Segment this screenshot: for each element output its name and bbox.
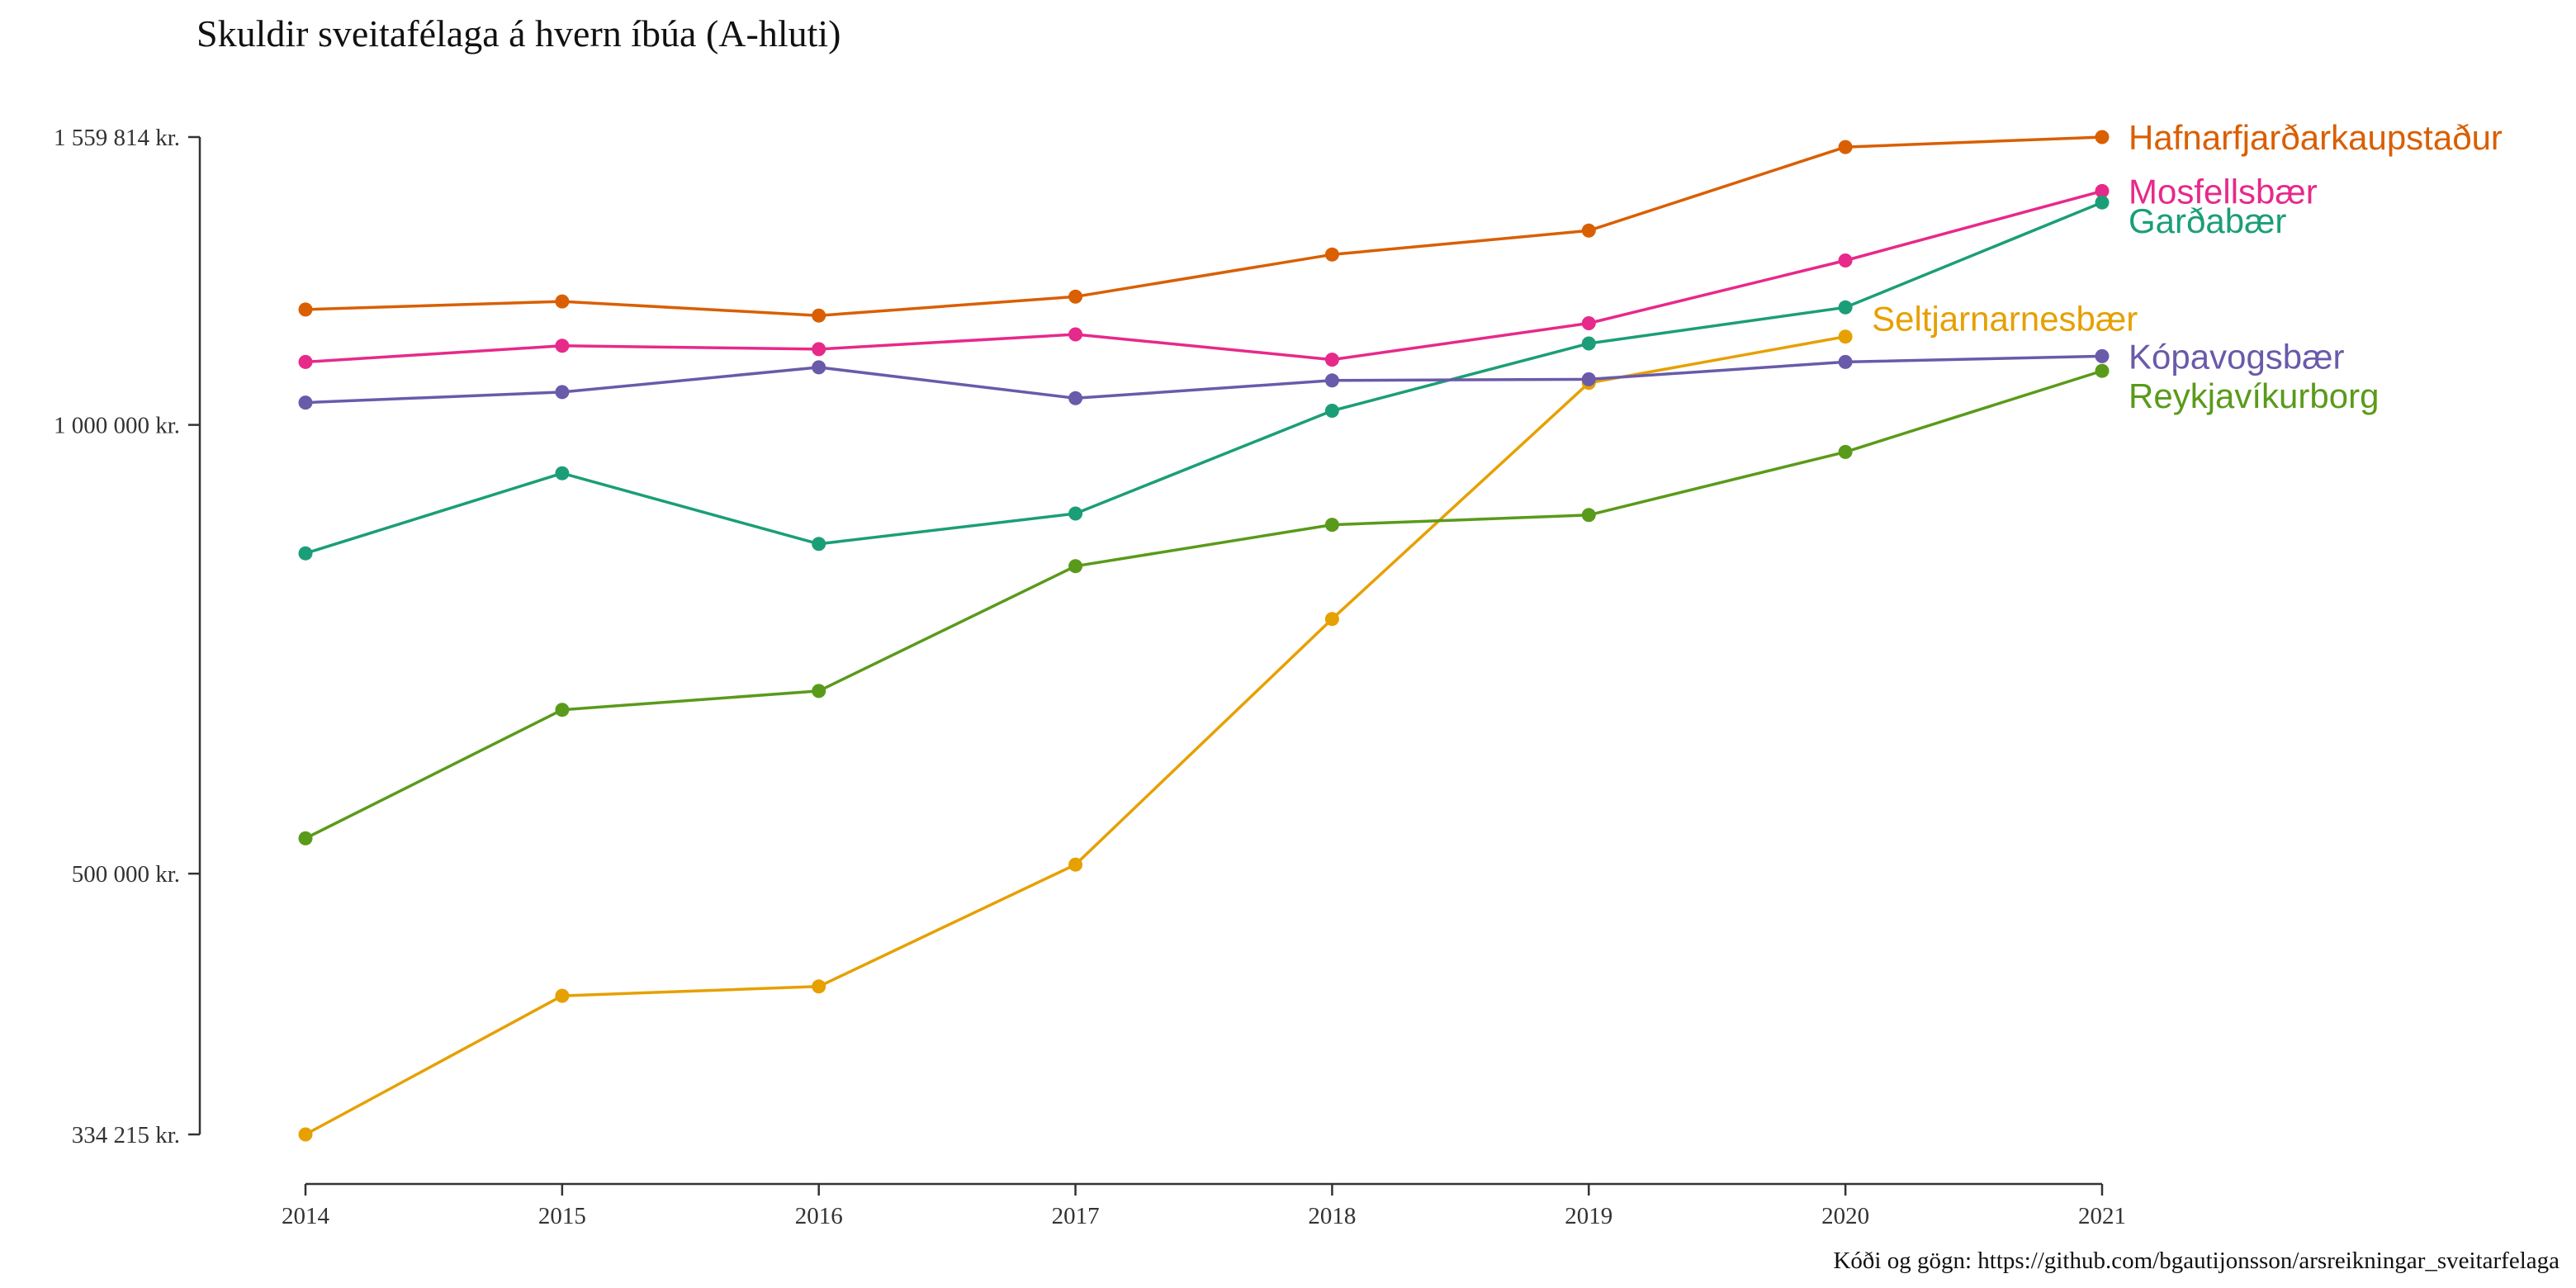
data-point xyxy=(812,684,826,698)
series-line xyxy=(305,135,2103,317)
y-tick-label: 500 000 kr. xyxy=(72,861,180,888)
data-point xyxy=(1068,327,1083,342)
series-points xyxy=(298,130,2110,1142)
y-tick-label: 1 559 814 kr. xyxy=(54,125,180,151)
series-label: Reykjavíkurborg xyxy=(2129,376,2379,415)
data-point xyxy=(1838,329,1853,344)
data-point xyxy=(1068,289,1083,304)
y-tick-label: 334 215 kr. xyxy=(72,1122,180,1148)
data-point xyxy=(1838,444,1853,459)
data-point xyxy=(1068,391,1083,405)
data-point xyxy=(555,385,570,400)
x-tick-label: 2016 xyxy=(795,1203,843,1229)
x-tick-label: 2015 xyxy=(538,1203,586,1229)
series-label: Seltjarnarnesbær xyxy=(1872,300,2138,339)
x-tick-label: 2020 xyxy=(1821,1203,1869,1229)
data-point xyxy=(1324,404,1339,418)
data-point xyxy=(1838,300,1853,315)
data-point xyxy=(812,342,826,357)
series-line xyxy=(305,189,2103,364)
data-point xyxy=(1068,559,1083,574)
series-line xyxy=(305,201,2103,555)
series-line xyxy=(305,369,2103,840)
x-tick-label: 2017 xyxy=(1052,1203,1100,1229)
x-axis: 2014 2015 2016 2017 2018 2019 2020 2021 xyxy=(282,1182,2126,1229)
data-point xyxy=(812,537,826,552)
data-point xyxy=(1838,354,1853,369)
x-tick-label: 2014 xyxy=(282,1203,330,1229)
data-point xyxy=(2095,183,2110,198)
data-point xyxy=(298,1127,313,1142)
data-point xyxy=(1581,372,1596,386)
data-point xyxy=(1068,857,1083,872)
series-labels: Hafnarfjarðarkaupstaður MosfellsbærGarðab… xyxy=(1872,118,2503,415)
data-point xyxy=(1581,508,1596,523)
data-point xyxy=(2095,130,2110,144)
chart-caption: Kóði og gögn: https://github.com/bgautij… xyxy=(1833,1248,2559,1274)
data-point xyxy=(555,339,570,353)
data-point xyxy=(812,308,826,323)
data-point xyxy=(1324,247,1339,262)
data-point xyxy=(298,395,313,410)
data-point xyxy=(1324,353,1339,367)
series-label: Kópavogsbær xyxy=(2129,337,2345,376)
data-point xyxy=(555,294,570,309)
data-point xyxy=(812,360,826,375)
y-tick-label: 1 000 000 kr. xyxy=(54,413,180,439)
data-point xyxy=(1581,316,1596,330)
chart-title: Skuldir sveitafélaga á hvern íbúa (A-hlu… xyxy=(197,12,841,54)
data-point xyxy=(1324,373,1339,388)
data-point xyxy=(298,831,313,845)
data-point xyxy=(555,466,570,481)
data-point xyxy=(555,988,570,1003)
data-point xyxy=(298,302,313,317)
series-label: Mosfellsbær xyxy=(2129,172,2318,211)
x-tick-label: 2018 xyxy=(1308,1203,1356,1229)
series-lines xyxy=(305,135,2103,1136)
data-point xyxy=(2095,195,2110,210)
data-point xyxy=(2095,363,2110,378)
data-point xyxy=(1581,336,1596,351)
series-label: Hafnarfjarðarkaupstaður xyxy=(2129,118,2503,157)
series-line xyxy=(305,334,1846,1136)
data-point xyxy=(555,703,570,717)
x-tick-label: 2019 xyxy=(1565,1203,1612,1229)
data-point xyxy=(1324,518,1339,533)
data-point xyxy=(1838,253,1853,268)
data-point xyxy=(812,979,826,994)
data-point xyxy=(1324,612,1339,627)
x-tick-label: 2021 xyxy=(2078,1203,2126,1229)
y-axis: 334 215 kr. 500 000 kr. 1 000 000 kr. 1 559… xyxy=(54,125,201,1148)
data-point xyxy=(1068,506,1083,521)
data-point xyxy=(2095,348,2110,363)
data-point xyxy=(298,546,313,561)
series-label: Garðabær xyxy=(2129,201,2286,240)
data-point xyxy=(1838,140,1853,154)
data-point xyxy=(298,354,313,369)
data-point xyxy=(1581,223,1596,238)
series-line xyxy=(305,354,2103,405)
